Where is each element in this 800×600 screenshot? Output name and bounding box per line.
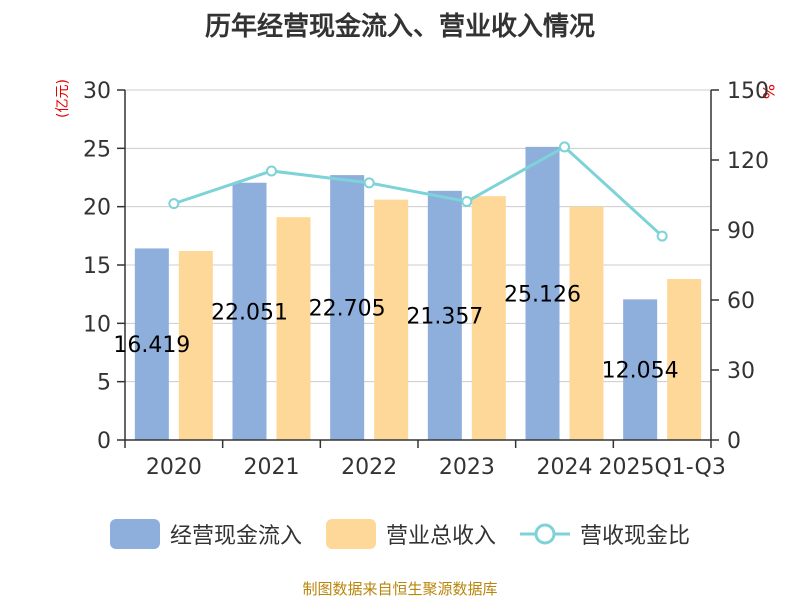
right-tick-label: 150 — [727, 79, 769, 104]
left-tick-label: 10 — [83, 312, 111, 337]
bar-cash-inflow — [330, 175, 365, 440]
bar-cash-inflow — [623, 299, 658, 440]
bar-cash-inflow — [134, 248, 169, 440]
ratio-point — [363, 177, 375, 189]
x-tick-label: 2022 — [341, 455, 397, 480]
left-tick-label: 30 — [83, 79, 111, 104]
legend-item-revenue[interactable]: 营业总收入 — [325, 518, 496, 550]
x-tick-label: 2025Q1-Q3 — [598, 455, 725, 480]
x-tick-label: 2021 — [244, 455, 300, 480]
legend-label-ratio: 营收现金比 — [580, 524, 691, 549]
bar-data-label: 22.705 — [309, 297, 386, 322]
ratio-point — [266, 165, 277, 177]
bar-revenue — [178, 251, 213, 440]
bar-data-label: 25.126 — [504, 282, 581, 307]
bar-cash-inflow — [232, 182, 267, 440]
chart-title: 历年经营现金流入、营业收入情况 — [204, 12, 595, 42]
ratio-point — [656, 230, 668, 242]
right-tick-label: 0 — [727, 429, 741, 454]
legend-label-cash-inflow: 经营现金流入 — [169, 524, 302, 549]
left-tick-label: 15 — [83, 254, 111, 279]
bar-revenue — [667, 279, 702, 440]
right-tick-label: 60 — [727, 289, 755, 314]
x-tick-label: 2024 — [537, 455, 593, 480]
legend-item-ratio[interactable]: 营收现金比 — [520, 518, 690, 550]
bar-revenue — [374, 199, 409, 440]
right-tick-label: 90 — [727, 219, 755, 244]
bar-revenue — [276, 217, 311, 440]
ratio-point — [559, 141, 570, 153]
ratio-line — [173, 145, 664, 238]
ratio-point — [461, 196, 473, 208]
data-source-note: 制图数据来自恒生聚源数据库 — [302, 580, 498, 598]
left-tick-label: 0 — [97, 429, 111, 454]
legend-item-cash-inflow[interactable]: 经营现金流入 — [109, 518, 302, 550]
right-tick-label: 120 — [727, 149, 769, 174]
bar-cash-inflow — [525, 146, 560, 440]
legend-swatch-cash-inflow — [109, 519, 160, 549]
bar-data-label: 22.051 — [211, 300, 288, 325]
bar-data-label: 12.054 — [602, 359, 679, 384]
bar-revenue — [471, 196, 506, 440]
bar-cash-inflow — [427, 190, 462, 440]
legend-swatch-revenue — [325, 519, 376, 549]
left-tick-label: 20 — [83, 196, 111, 221]
ratio-point — [168, 198, 180, 210]
bar-revenue — [569, 206, 604, 440]
x-tick-label: 2020 — [146, 455, 202, 480]
left-tick-label: 5 — [97, 371, 111, 396]
bar-data-label: 16.419 — [113, 333, 190, 358]
x-tick-label: 2023 — [439, 455, 495, 480]
legend-swatch-ratio — [520, 523, 570, 545]
bar-data-label: 21.357 — [406, 304, 483, 329]
right-tick-label: 30 — [727, 359, 755, 384]
left-tick-label: 25 — [83, 137, 111, 162]
legend-label-revenue: 营业总收入 — [385, 524, 496, 549]
legend: 经营现金流入 营业总收入 营收现金比 — [0, 518, 800, 550]
